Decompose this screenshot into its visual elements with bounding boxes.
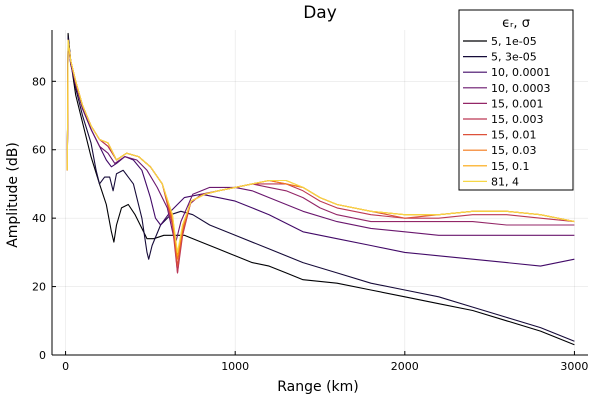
legend-title: ϵᵣ, σ	[502, 16, 530, 31]
y-tick-label: 80	[32, 75, 46, 88]
x-ticks: 0 1000 2000 3000	[62, 351, 588, 373]
legend-items: 5, 1e-05 5, 3e-05 10, 0.0001 10, 0.0003 15, …	[463, 35, 550, 188]
y-axis-title: Amplitude (dB)	[5, 142, 21, 248]
x-tick-label: 1000	[221, 360, 249, 373]
legend-label-4: 10, 0.0003	[491, 82, 550, 95]
legend-label-8: 15, 0.03	[491, 144, 536, 157]
series-line-1	[66, 32, 575, 346]
legend-label-9: 15, 0.1	[491, 160, 529, 173]
legend-label-1: 5, 1e-05	[491, 35, 537, 48]
chart-title: Day	[303, 3, 337, 23]
y-tick-label: 40	[32, 212, 46, 225]
x-tick-label: 2000	[391, 360, 419, 373]
legend-box	[458, 9, 574, 191]
x-tick-label: 3000	[560, 360, 588, 373]
axes	[51, 30, 588, 356]
legend-label-6: 15, 0.003	[491, 113, 543, 126]
y-ticks: 0 20 40 60 80	[32, 75, 56, 362]
series-line-2	[66, 36, 575, 342]
y-tick-label: 60	[32, 144, 46, 157]
legend-label-2: 5, 3e-05	[491, 51, 537, 64]
legend-label-7: 15, 0.01	[491, 129, 536, 142]
x-tick-label: 0	[62, 360, 69, 373]
series-layer	[66, 32, 575, 346]
legend-label-5: 15, 0.001	[491, 97, 543, 110]
legend-label-3: 10, 0.0001	[491, 66, 550, 79]
legend: ϵᵣ, σ 5, 1e-05 5, 3e-05 10, 0.0001 10, 0.00…	[458, 9, 574, 191]
legend-label-10: 81, 4	[491, 175, 519, 188]
x-axis-title: Range (km)	[277, 379, 359, 395]
y-tick-label: 0	[39, 349, 46, 362]
y-tick-label: 20	[32, 281, 46, 294]
series-line-10	[66, 39, 575, 253]
